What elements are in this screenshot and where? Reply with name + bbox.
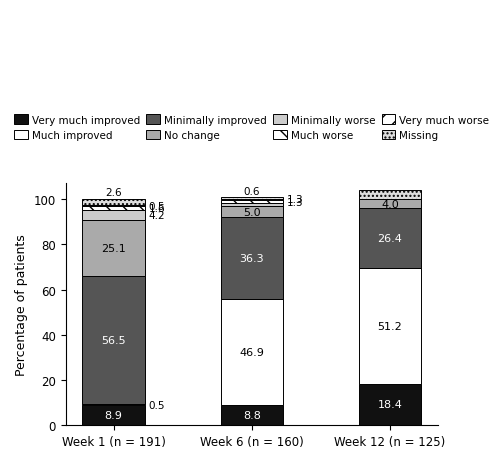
Bar bbox=[220, 300, 283, 406]
Bar bbox=[359, 200, 421, 209]
Bar bbox=[82, 207, 144, 211]
Text: 0.5: 0.5 bbox=[149, 201, 166, 212]
Text: 0.5: 0.5 bbox=[149, 400, 166, 410]
Text: 46.9: 46.9 bbox=[240, 348, 264, 357]
Bar bbox=[359, 191, 421, 200]
Bar bbox=[220, 198, 283, 200]
Text: 25.1: 25.1 bbox=[101, 244, 126, 253]
Text: 51.2: 51.2 bbox=[378, 321, 402, 331]
Text: 56.5: 56.5 bbox=[102, 336, 126, 345]
Text: 8.8: 8.8 bbox=[243, 410, 260, 420]
Text: 26.4: 26.4 bbox=[378, 234, 402, 244]
Text: 5.0: 5.0 bbox=[243, 207, 260, 217]
Text: 1.3: 1.3 bbox=[287, 195, 304, 205]
Bar bbox=[359, 269, 421, 384]
Bar bbox=[359, 209, 421, 269]
Bar bbox=[220, 204, 283, 206]
Bar bbox=[82, 277, 144, 404]
Bar bbox=[82, 405, 144, 425]
Bar bbox=[220, 206, 283, 218]
Bar bbox=[220, 406, 283, 425]
Text: 1.3: 1.3 bbox=[287, 197, 304, 207]
Text: 18.4: 18.4 bbox=[378, 400, 402, 410]
Text: 1.6: 1.6 bbox=[149, 204, 166, 214]
Bar bbox=[82, 404, 144, 405]
Bar bbox=[359, 384, 421, 425]
Bar bbox=[82, 211, 144, 220]
Text: 4.2: 4.2 bbox=[149, 210, 166, 220]
Text: 8.9: 8.9 bbox=[104, 410, 122, 420]
Text: 36.3: 36.3 bbox=[240, 254, 264, 264]
Bar bbox=[220, 201, 283, 204]
Bar bbox=[82, 220, 144, 277]
Text: 0.6: 0.6 bbox=[244, 186, 260, 196]
Text: 2.6: 2.6 bbox=[106, 188, 122, 198]
Bar bbox=[82, 206, 144, 207]
Bar bbox=[220, 218, 283, 300]
Text: 4.0: 4.0 bbox=[381, 200, 399, 209]
Bar bbox=[220, 200, 283, 201]
Y-axis label: Percentage of patients: Percentage of patients bbox=[15, 234, 28, 375]
Bar bbox=[82, 200, 144, 206]
Legend: Very much improved, Much improved, Minimally improved, No change, Minimally wors: Very much improved, Much improved, Minim… bbox=[11, 112, 492, 144]
